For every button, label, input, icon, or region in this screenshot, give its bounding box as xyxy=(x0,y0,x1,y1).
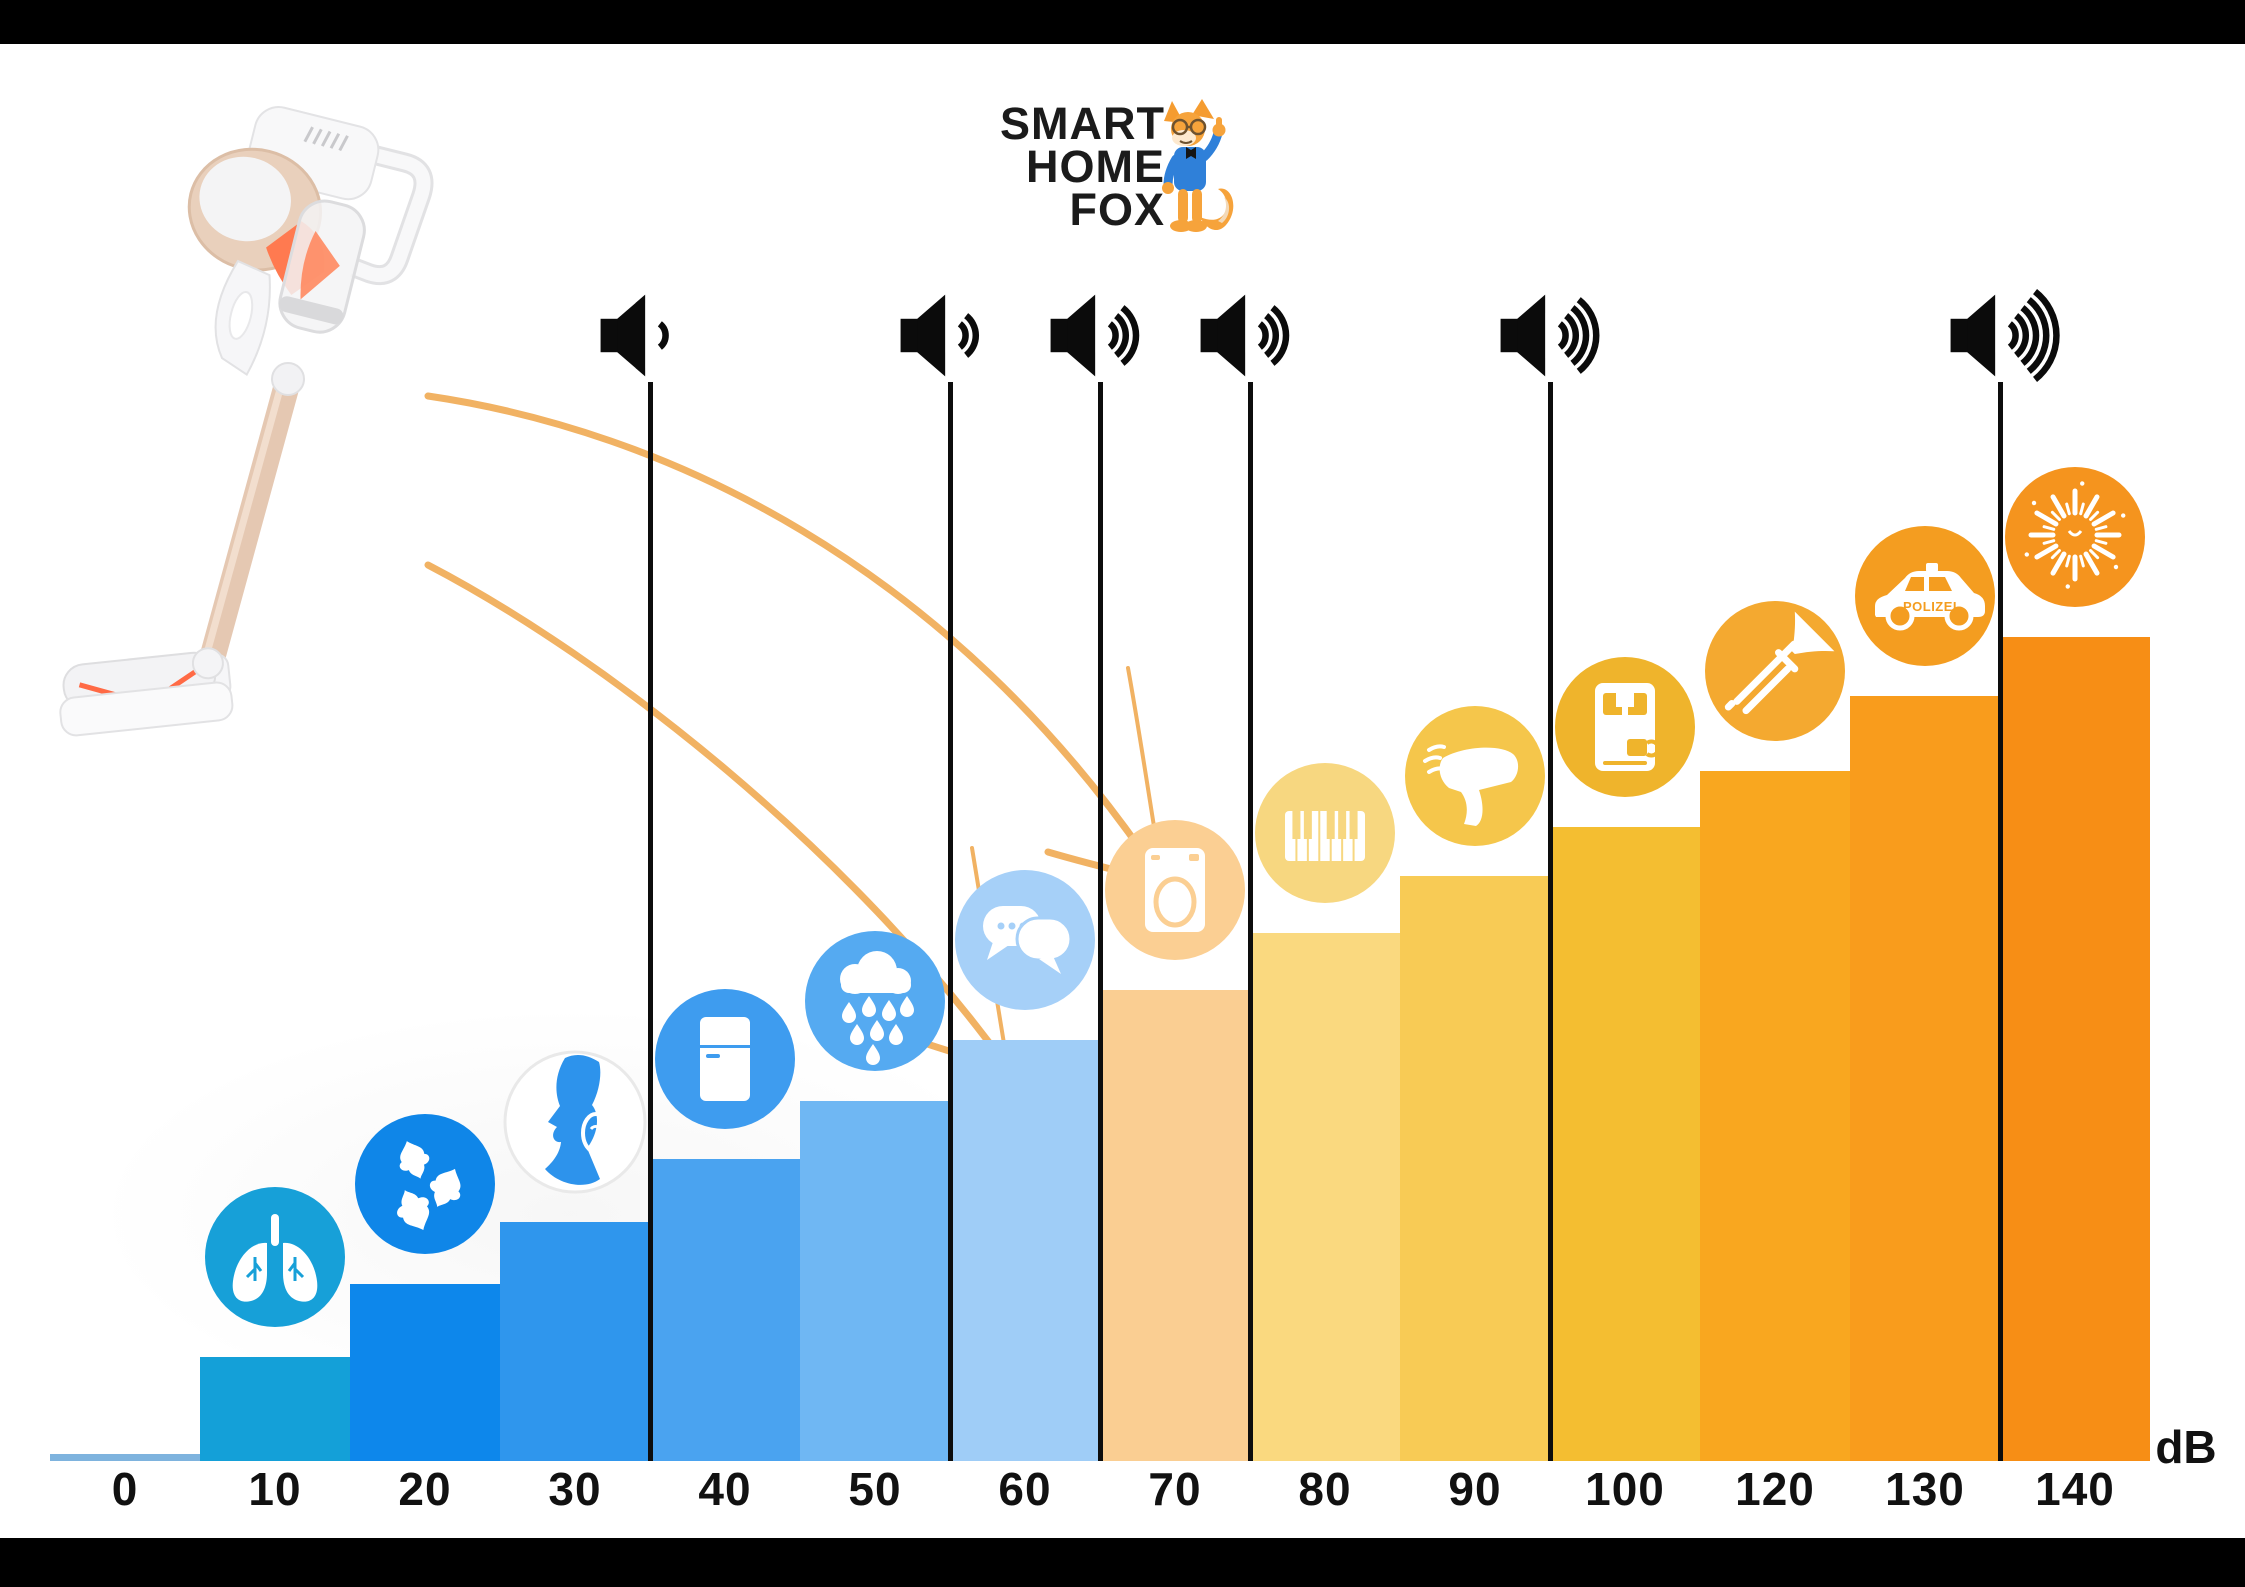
speaker-volume-icon-75db xyxy=(1195,287,1325,389)
x-axis-label-90: 90 xyxy=(1448,1463,1502,1515)
svg-text:POLIZEI: POLIZEI xyxy=(1903,599,1957,614)
x-axis-label-80: 80 xyxy=(1298,1463,1352,1515)
decibel-bar-130 xyxy=(1850,696,2000,1461)
x-axis-label-30: 30 xyxy=(548,1463,602,1515)
vacuum-floor-head xyxy=(59,647,234,737)
threshold-line-75db xyxy=(1248,382,1253,1461)
rain-cloud-icon xyxy=(803,929,947,1073)
decibel-bar-120 xyxy=(1700,771,1850,1461)
fox-mascot-icon xyxy=(1162,99,1234,232)
whisper-ear-icon xyxy=(503,1050,647,1194)
trombone-icon xyxy=(1703,599,1847,743)
threshold-line-135db xyxy=(1998,382,2003,1461)
decibel-bar-60 xyxy=(950,1040,1100,1461)
x-axis-label-70: 70 xyxy=(1148,1463,1202,1515)
x-axis-label-20: 20 xyxy=(398,1463,452,1515)
lungs-icon xyxy=(203,1185,347,1329)
falling-leaves-icon xyxy=(353,1112,497,1256)
logo-line-3: FOX xyxy=(1069,184,1165,235)
vacuum-tube xyxy=(197,377,301,670)
x-axis-label-0: 0 xyxy=(111,1463,139,1515)
washing-machine-icon xyxy=(1103,818,1247,962)
refrigerator-icon xyxy=(653,987,797,1131)
decibel-bar-30 xyxy=(500,1222,650,1461)
db-unit-label: dB xyxy=(2155,1421,2217,1473)
decibel-bar-90 xyxy=(1400,876,1550,1461)
speech-bubbles-icon xyxy=(953,868,1097,1012)
logo-line-1: SMART xyxy=(1000,98,1165,149)
threshold-line-95db xyxy=(1548,382,1553,1461)
infographic-canvas: SMART HOME FOX 0 10 20 30 40 50 60 70 80 90 100 120… xyxy=(0,44,2245,1538)
coffee-machine-icon xyxy=(1553,655,1697,799)
decibel-bar-10 xyxy=(200,1357,350,1461)
decibel-bar-0 xyxy=(50,1454,200,1461)
threshold-line-35db xyxy=(648,382,653,1461)
threshold-line-55db xyxy=(948,382,953,1461)
decibel-bar-100 xyxy=(1550,827,1700,1461)
x-axis-label-60: 60 xyxy=(998,1463,1052,1515)
x-axis-label-100: 100 xyxy=(1585,1463,1665,1515)
x-axis-label-50: 50 xyxy=(848,1463,902,1515)
speaker-volume-icon-35db xyxy=(595,287,725,389)
speaker-volume-icon-65db xyxy=(1045,287,1175,389)
cordless-stick-vacuum-image xyxy=(59,106,434,737)
decibel-bar-140 xyxy=(2000,637,2150,1461)
decibel-bar-50 xyxy=(800,1101,950,1461)
hair-dryer-icon xyxy=(1403,704,1547,848)
decibel-bar-40 xyxy=(650,1159,800,1461)
x-axis-label-130: 130 xyxy=(1885,1463,1965,1515)
decibel-bar-20 xyxy=(350,1284,500,1461)
police-car-icon: POLIZEI xyxy=(1853,524,1997,668)
arrow-to-70db xyxy=(424,392,1167,886)
speaker-volume-icon-95db xyxy=(1495,287,1625,389)
brand-logo-text: SMART HOME FOX xyxy=(940,98,1165,235)
fireworks-icon xyxy=(2003,465,2147,609)
decibel-bar-80 xyxy=(1250,933,1400,1461)
x-axis-label-10: 10 xyxy=(248,1463,302,1515)
x-axis-label-140: 140 xyxy=(2035,1463,2115,1515)
piano-keys-icon xyxy=(1253,761,1397,905)
decibel-bar-70 xyxy=(1100,990,1250,1461)
speaker-volume-icon-135db xyxy=(1945,287,2075,389)
x-axis-label-120: 120 xyxy=(1735,1463,1815,1515)
speaker-volume-icon-55db xyxy=(895,287,1025,389)
logo-line-2: HOME xyxy=(1026,141,1165,192)
threshold-line-65db xyxy=(1098,382,1103,1461)
x-axis-label-40: 40 xyxy=(698,1463,752,1515)
